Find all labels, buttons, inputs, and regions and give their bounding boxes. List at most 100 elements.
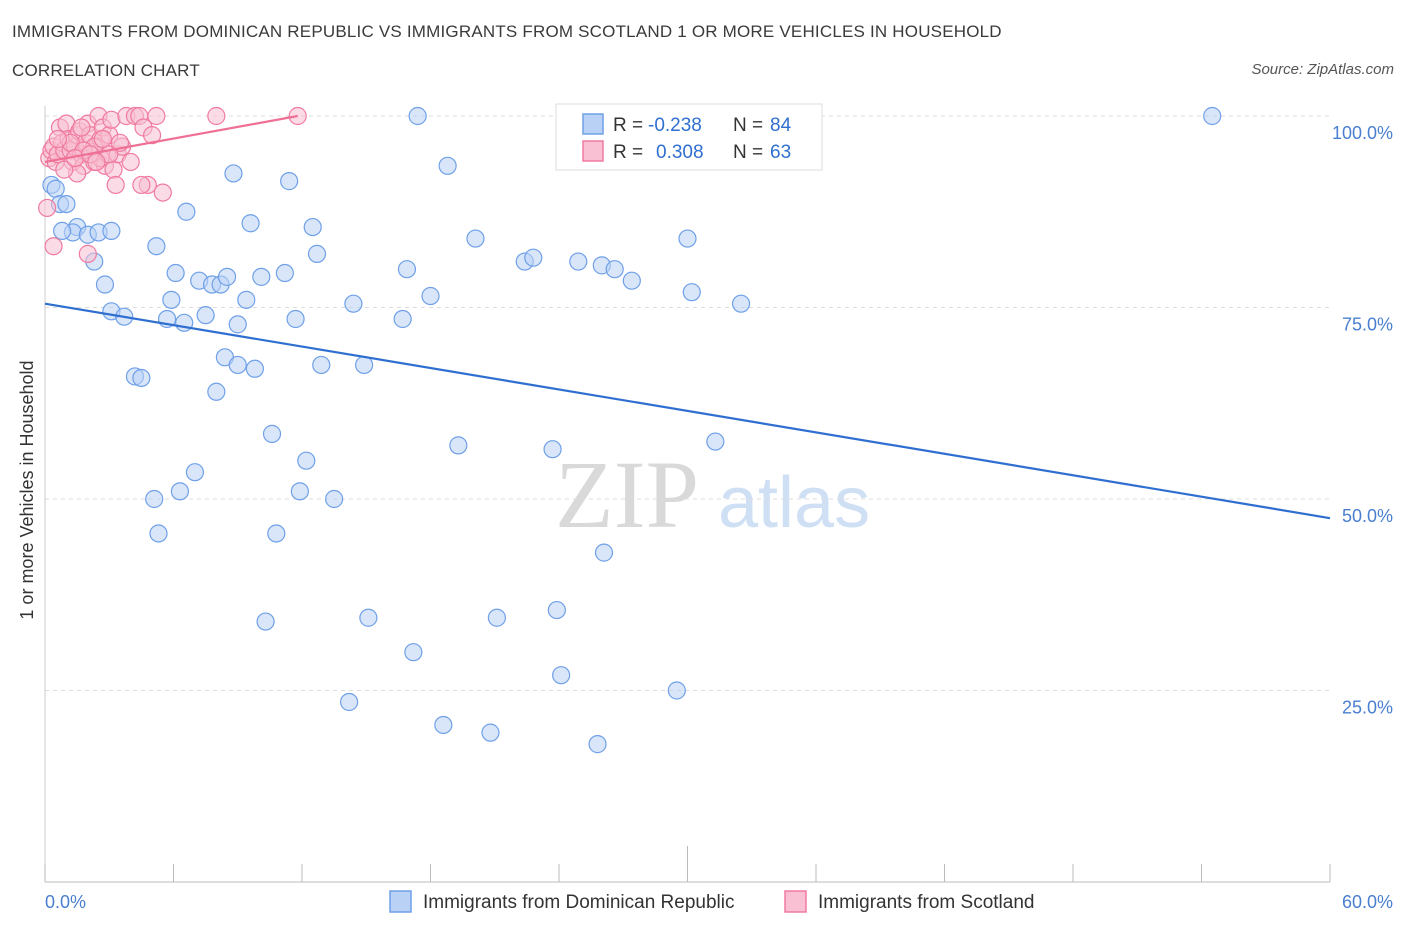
dominican-point-47	[312, 355, 331, 375]
dominican-point-78	[706, 432, 725, 451]
watermark-zip: ZIP	[555, 441, 699, 548]
dominican-point-15	[145, 489, 164, 509]
legend-bottom-swatch-pink	[784, 890, 807, 913]
dominican-point-28	[207, 382, 226, 401]
legend-bottom: Immigrants from Dominican Republic Immig…	[389, 890, 1034, 913]
dominican-point-42	[286, 309, 305, 329]
dominican-point-20	[166, 263, 185, 283]
y-tick-label-1: 50.0%	[1342, 506, 1393, 526]
dominican-point-54	[397, 260, 417, 279]
scotland-point-60	[132, 175, 151, 195]
dominican-point-40	[275, 263, 294, 283]
dominican-point-67	[547, 600, 566, 620]
x-tick-label-1: 60.0%	[1342, 892, 1393, 912]
scotland-point-52	[55, 160, 74, 179]
dominican-point-44	[297, 451, 316, 470]
legend-bottom-swatch-blue	[389, 890, 412, 913]
series-scotland-points	[38, 106, 307, 263]
series-dominican-points	[42, 106, 1222, 754]
y-tick-labels: 25.0% 50.0% 75.0% 100.0%	[1332, 123, 1393, 718]
dominican-point-80	[228, 355, 247, 375]
dominican-point-33	[237, 290, 256, 309]
legend-bottom-label-pink: Immigrants from Scotland	[818, 892, 1034, 913]
dominican-point-58	[434, 715, 453, 735]
y-axis-label: 1 or more Vehicles in Household	[17, 360, 37, 619]
legend-swatch-pink	[582, 140, 604, 162]
dominican-point-69	[569, 252, 588, 271]
trend-line-dominican	[44, 302, 1331, 520]
dominican-point-73	[605, 260, 624, 279]
dominican-point-31	[224, 164, 243, 183]
dominican-point-52	[359, 608, 378, 627]
watermark: ZIP atlas	[555, 441, 870, 548]
dominican-point-75	[667, 681, 686, 700]
dominican-point-59	[438, 156, 457, 175]
dominican-point-53	[393, 309, 412, 329]
dominican-point-57	[421, 286, 440, 306]
dominican-point-37	[256, 612, 275, 631]
dominican-point-49	[340, 692, 359, 712]
dominican-point-41	[280, 172, 299, 191]
dominican-point-8	[102, 221, 121, 240]
dominican-point-43	[290, 482, 309, 501]
dominican-point-26	[196, 306, 215, 325]
legend-bottom-label-blue: Immigrants from Dominican Republic	[423, 892, 735, 913]
dominican-point-74	[622, 271, 641, 290]
dominican-point-32	[228, 315, 247, 334]
legend-r-value-2: 0.308	[656, 142, 704, 163]
chart-subtitle: CORRELATION CHART	[12, 61, 200, 80]
dominican-point-68	[552, 666, 571, 685]
dominican-point-46	[307, 244, 327, 263]
dominican-point-48	[325, 489, 344, 509]
dominican-point-17	[147, 237, 166, 256]
dominican-point-23	[177, 202, 196, 221]
scotland-point-0	[38, 198, 57, 218]
gridlines	[45, 115, 1330, 691]
dominican-point-35	[245, 359, 264, 378]
dominican-point-19	[162, 290, 181, 309]
dominican-point-3	[57, 194, 76, 214]
dominican-point-36	[252, 267, 271, 286]
scotland-point-61	[72, 118, 91, 137]
scotland-point-57	[48, 129, 67, 149]
scotland-point-45	[207, 106, 226, 126]
legend-top: R = -0.238 N = 84 R = 0.308 N = 63	[555, 103, 823, 171]
dominican-point-45	[303, 217, 322, 237]
dominican-point-61	[466, 229, 485, 248]
dominican-point-14	[132, 368, 151, 388]
scotland-point-62	[87, 152, 106, 172]
scotland-point-43	[147, 106, 166, 126]
dominican-point-38	[262, 424, 282, 443]
trend-lines	[44, 114, 1331, 520]
trend-line-scotland	[44, 114, 298, 164]
x-tick-label-0: 0.0%	[45, 892, 86, 912]
dominican-point-63	[487, 608, 506, 627]
dominican-point-66	[543, 440, 562, 459]
scotland-point-44	[153, 183, 172, 202]
dominican-point-62	[481, 723, 500, 742]
dominican-point-82	[1203, 106, 1222, 126]
dominican-point-81	[217, 267, 237, 286]
dominican-point-24	[185, 463, 205, 482]
scotland-point-37	[121, 152, 140, 172]
dominican-point-10	[95, 275, 115, 294]
dominican-point-16	[149, 524, 168, 543]
scotland-point-33	[106, 175, 125, 195]
legend-n-value-1: 84	[770, 115, 792, 136]
dominican-point-83	[53, 221, 72, 240]
dominican-point-70	[588, 735, 607, 754]
dominican-point-55	[404, 643, 423, 662]
y-tick-label-3: 100.0%	[1332, 123, 1393, 143]
dominican-point-65	[524, 248, 543, 267]
scotland-point-5	[44, 237, 63, 256]
watermark-atlas: atlas	[718, 463, 870, 543]
dominican-point-77	[682, 283, 701, 302]
y-tick-label-2: 75.0%	[1342, 315, 1393, 335]
legend-n-label-1: N =	[733, 115, 763, 136]
legend-n-value-2: 63	[770, 142, 791, 163]
dominican-point-39	[267, 524, 286, 543]
dominican-point-60	[449, 436, 468, 455]
legend-r-value-1: -0.238	[648, 115, 702, 136]
dominican-point-76	[678, 229, 697, 248]
